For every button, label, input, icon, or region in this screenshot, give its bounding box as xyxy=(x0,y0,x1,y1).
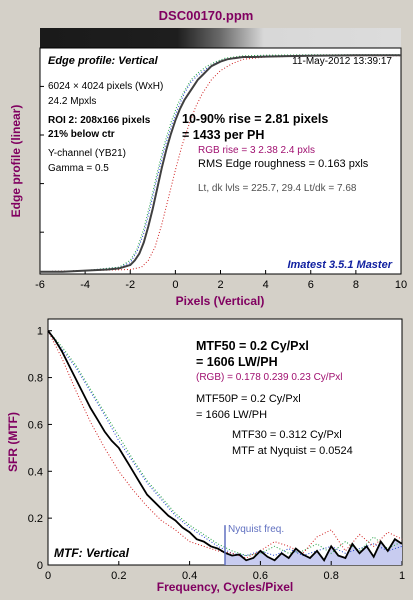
edge-image-strip xyxy=(40,28,401,48)
image-size-text: 6024 × 4024 pixels (WxH) xyxy=(48,81,163,92)
rgb-mtf50-text: (RGB) = 0.178 0.239 0.23 Cy/Pxl xyxy=(196,372,342,383)
date-stamp: 11-May-2012 13:39:17 xyxy=(292,56,392,67)
edge-x-tick-label: 6 xyxy=(308,279,314,291)
mtf50-lwph-text: = 1606 LW/PH xyxy=(196,355,278,369)
mtf-x-tick-label: 0.8 xyxy=(324,570,339,582)
mtf-y-tick-label: 0.8 xyxy=(28,373,43,385)
mtf-channel-line xyxy=(47,330,403,557)
mtf50p-lwph-text: = 1606 LW/PH xyxy=(196,409,267,421)
gamma-text: Gamma = 0.5 xyxy=(48,163,109,174)
edge-channel-line xyxy=(39,54,401,273)
nyquist-label: Nyquist freq. xyxy=(228,524,284,535)
mtf-x-tick-label: 0.6 xyxy=(253,570,268,582)
rise-per-ph-text: = 1433 per PH xyxy=(182,128,264,142)
mtf-x-tick-label: 0 xyxy=(45,570,51,582)
edge-roughness-text: RMS Edge roughness = 0.163 pxls xyxy=(198,158,369,170)
version-text: Imatest 3.5.1 Master xyxy=(287,259,392,271)
light-dark-levels-text: Lt, dk lvls = 225.7, 29.4 Lt/dk = 7.68 xyxy=(198,183,357,194)
figure-title: DSC00170.ppm xyxy=(159,8,254,23)
edge-x-tick-label: 10 xyxy=(395,279,407,291)
megapixels-text: 24.2 Mpxls xyxy=(48,96,96,107)
mtf-plot-heading: MTF: Vertical xyxy=(54,546,130,560)
roi-location-text: 21% below ctr xyxy=(48,129,115,140)
mtf-y-axis-label: SFR (MTF) xyxy=(6,412,20,472)
edge-x-tick-label: 4 xyxy=(263,279,269,291)
edge-x-tick-label: 8 xyxy=(353,279,359,291)
rise-distance-text: 10-90% rise = 2.81 pixels xyxy=(182,112,328,126)
mtf-x-tick-label: 0.4 xyxy=(182,570,197,582)
mtf50p-text: MTF50P = 0.2 Cy/Pxl xyxy=(196,393,301,405)
edge-plot-area xyxy=(39,47,402,275)
edge-profile-panel: -6 -4 -2 0 2 4 6 8 10 Edge profile: Vertical 11-… xyxy=(35,47,407,291)
mtf-plot-area xyxy=(47,318,403,566)
mtf50-text: MTF50 = 0.2 Cy/Pxl xyxy=(196,339,309,353)
edge-profile-line xyxy=(40,54,401,273)
mtf-x-axis-label: Frequency, Cycles/Pixel xyxy=(157,580,294,594)
roi-size-text: ROI 2: 208x166 pixels xyxy=(48,115,151,126)
mtf-y-tick-label: 1 xyxy=(37,326,43,338)
channel-text: Y-channel (YB21) xyxy=(48,148,126,159)
edge-x-tick-label: 2 xyxy=(217,279,223,291)
edge-x-tick-label: -6 xyxy=(35,279,45,291)
edge-x-axis-label: Pixels (Vertical) xyxy=(176,294,265,308)
edge-x-tick-label: -4 xyxy=(80,279,90,291)
mtf-y-tick-label: 0.6 xyxy=(28,419,43,431)
edge-x-tick-label: 0 xyxy=(172,279,178,291)
mtf-y-tick-label: 0 xyxy=(37,560,43,572)
mtf-axis-ticks: 0 0.2 0.4 0.6 0.8 1 0 0.2 0.4 0.6 0.8 1 xyxy=(28,326,405,582)
rgb-rise-text: RGB rise = 3 2.38 2.4 pxls xyxy=(198,145,315,156)
mtf-y-tick-label: 0.4 xyxy=(28,466,43,478)
edge-x-tick-label: -2 xyxy=(125,279,135,291)
edge-channel-line xyxy=(39,54,401,273)
mtf30-text: MTF30 = 0.312 Cy/Pxl xyxy=(232,429,342,441)
mtf-x-tick-label: 1 xyxy=(399,570,405,582)
edge-axis-ticks: -6 -4 -2 0 2 4 6 8 10 xyxy=(35,85,407,291)
mtf-x-tick-label: 0.2 xyxy=(111,570,126,582)
mtf-y-tick-label: 0.2 xyxy=(28,513,43,525)
edge-plot-heading: Edge profile: Vertical xyxy=(48,55,159,67)
mtf-nyquist-text: MTF at Nyquist = 0.0524 xyxy=(232,445,353,457)
edge-profile-series xyxy=(39,54,401,273)
mtf-panel: 0 0.2 0.4 0.6 0.8 1 0 0.2 0.4 0.6 0.8 1 MTF50 = 0.2… xyxy=(28,318,405,582)
edge-y-axis-label: Edge profile (linear) xyxy=(9,105,23,218)
